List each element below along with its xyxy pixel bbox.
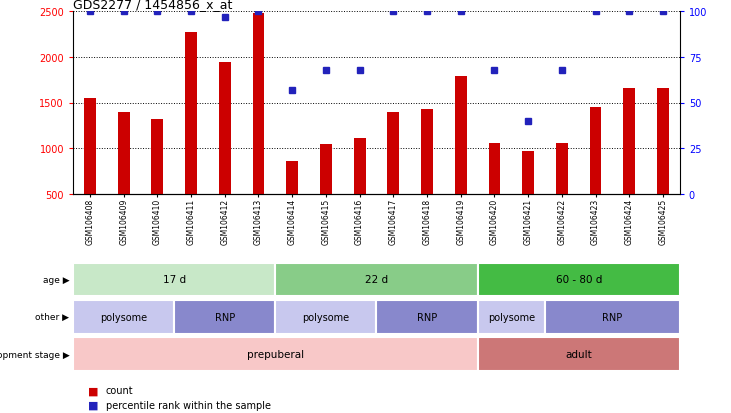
Text: other ▶: other ▶ xyxy=(35,313,69,321)
Bar xyxy=(387,112,399,194)
Bar xyxy=(421,109,433,194)
Bar xyxy=(84,99,96,194)
Bar xyxy=(376,300,477,334)
Text: polysome: polysome xyxy=(488,312,535,322)
Bar xyxy=(287,161,298,194)
Text: 22 d: 22 d xyxy=(365,275,388,285)
Text: RNP: RNP xyxy=(417,312,437,322)
Bar xyxy=(73,300,174,334)
Bar xyxy=(73,337,477,371)
Text: RNP: RNP xyxy=(602,312,623,322)
Bar xyxy=(219,62,231,194)
Bar xyxy=(455,77,466,194)
Bar xyxy=(624,89,635,194)
Bar xyxy=(477,337,680,371)
Text: percentile rank within the sample: percentile rank within the sample xyxy=(106,400,271,410)
Text: prepuberal: prepuberal xyxy=(247,349,304,359)
Bar xyxy=(73,263,276,297)
Text: count: count xyxy=(106,385,134,395)
Bar xyxy=(185,33,197,194)
Text: age ▶: age ▶ xyxy=(43,275,69,284)
Bar xyxy=(590,108,602,194)
Bar xyxy=(174,300,276,334)
Bar xyxy=(477,300,545,334)
Text: ■: ■ xyxy=(88,385,98,395)
Text: ■: ■ xyxy=(88,400,98,410)
Text: adult: adult xyxy=(565,349,592,359)
Bar xyxy=(657,89,669,194)
Text: RNP: RNP xyxy=(215,312,235,322)
Bar xyxy=(522,152,534,194)
Bar xyxy=(488,143,500,194)
Text: 17 d: 17 d xyxy=(163,275,186,285)
Bar xyxy=(354,139,366,194)
Bar xyxy=(320,145,332,194)
Text: polysome: polysome xyxy=(303,312,349,322)
Bar xyxy=(253,14,265,194)
Text: 60 - 80 d: 60 - 80 d xyxy=(556,275,602,285)
Bar xyxy=(556,143,568,194)
Bar xyxy=(276,300,376,334)
Bar xyxy=(477,263,680,297)
Bar xyxy=(118,112,129,194)
Bar xyxy=(151,120,163,194)
Text: polysome: polysome xyxy=(100,312,147,322)
Text: GDS2277 / 1454856_x_at: GDS2277 / 1454856_x_at xyxy=(73,0,232,11)
Text: development stage ▶: development stage ▶ xyxy=(0,350,69,358)
Bar xyxy=(545,300,680,334)
Bar xyxy=(276,263,477,297)
